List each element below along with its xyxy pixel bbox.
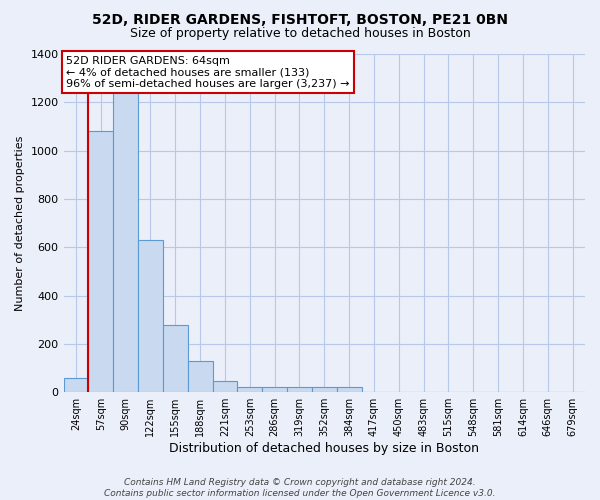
Bar [337,388,362,392]
Bar [262,388,287,392]
Bar [212,382,238,392]
Bar [64,378,88,392]
Text: 52D, RIDER GARDENS, FISHTOFT, BOSTON, PE21 0BN: 52D, RIDER GARDENS, FISHTOFT, BOSTON, PE… [92,12,508,26]
Bar [138,240,163,392]
Bar [88,132,113,392]
Y-axis label: Number of detached properties: Number of detached properties [15,136,25,311]
X-axis label: Distribution of detached houses by size in Boston: Distribution of detached houses by size … [169,442,479,455]
Bar [238,388,262,392]
Bar [163,324,188,392]
Text: Contains HM Land Registry data © Crown copyright and database right 2024.
Contai: Contains HM Land Registry data © Crown c… [104,478,496,498]
Bar [113,88,138,392]
Bar [188,361,212,392]
Bar [312,388,337,392]
Text: Size of property relative to detached houses in Boston: Size of property relative to detached ho… [130,28,470,40]
Bar [287,388,312,392]
Text: 52D RIDER GARDENS: 64sqm
← 4% of detached houses are smaller (133)
96% of semi-d: 52D RIDER GARDENS: 64sqm ← 4% of detache… [66,56,350,89]
